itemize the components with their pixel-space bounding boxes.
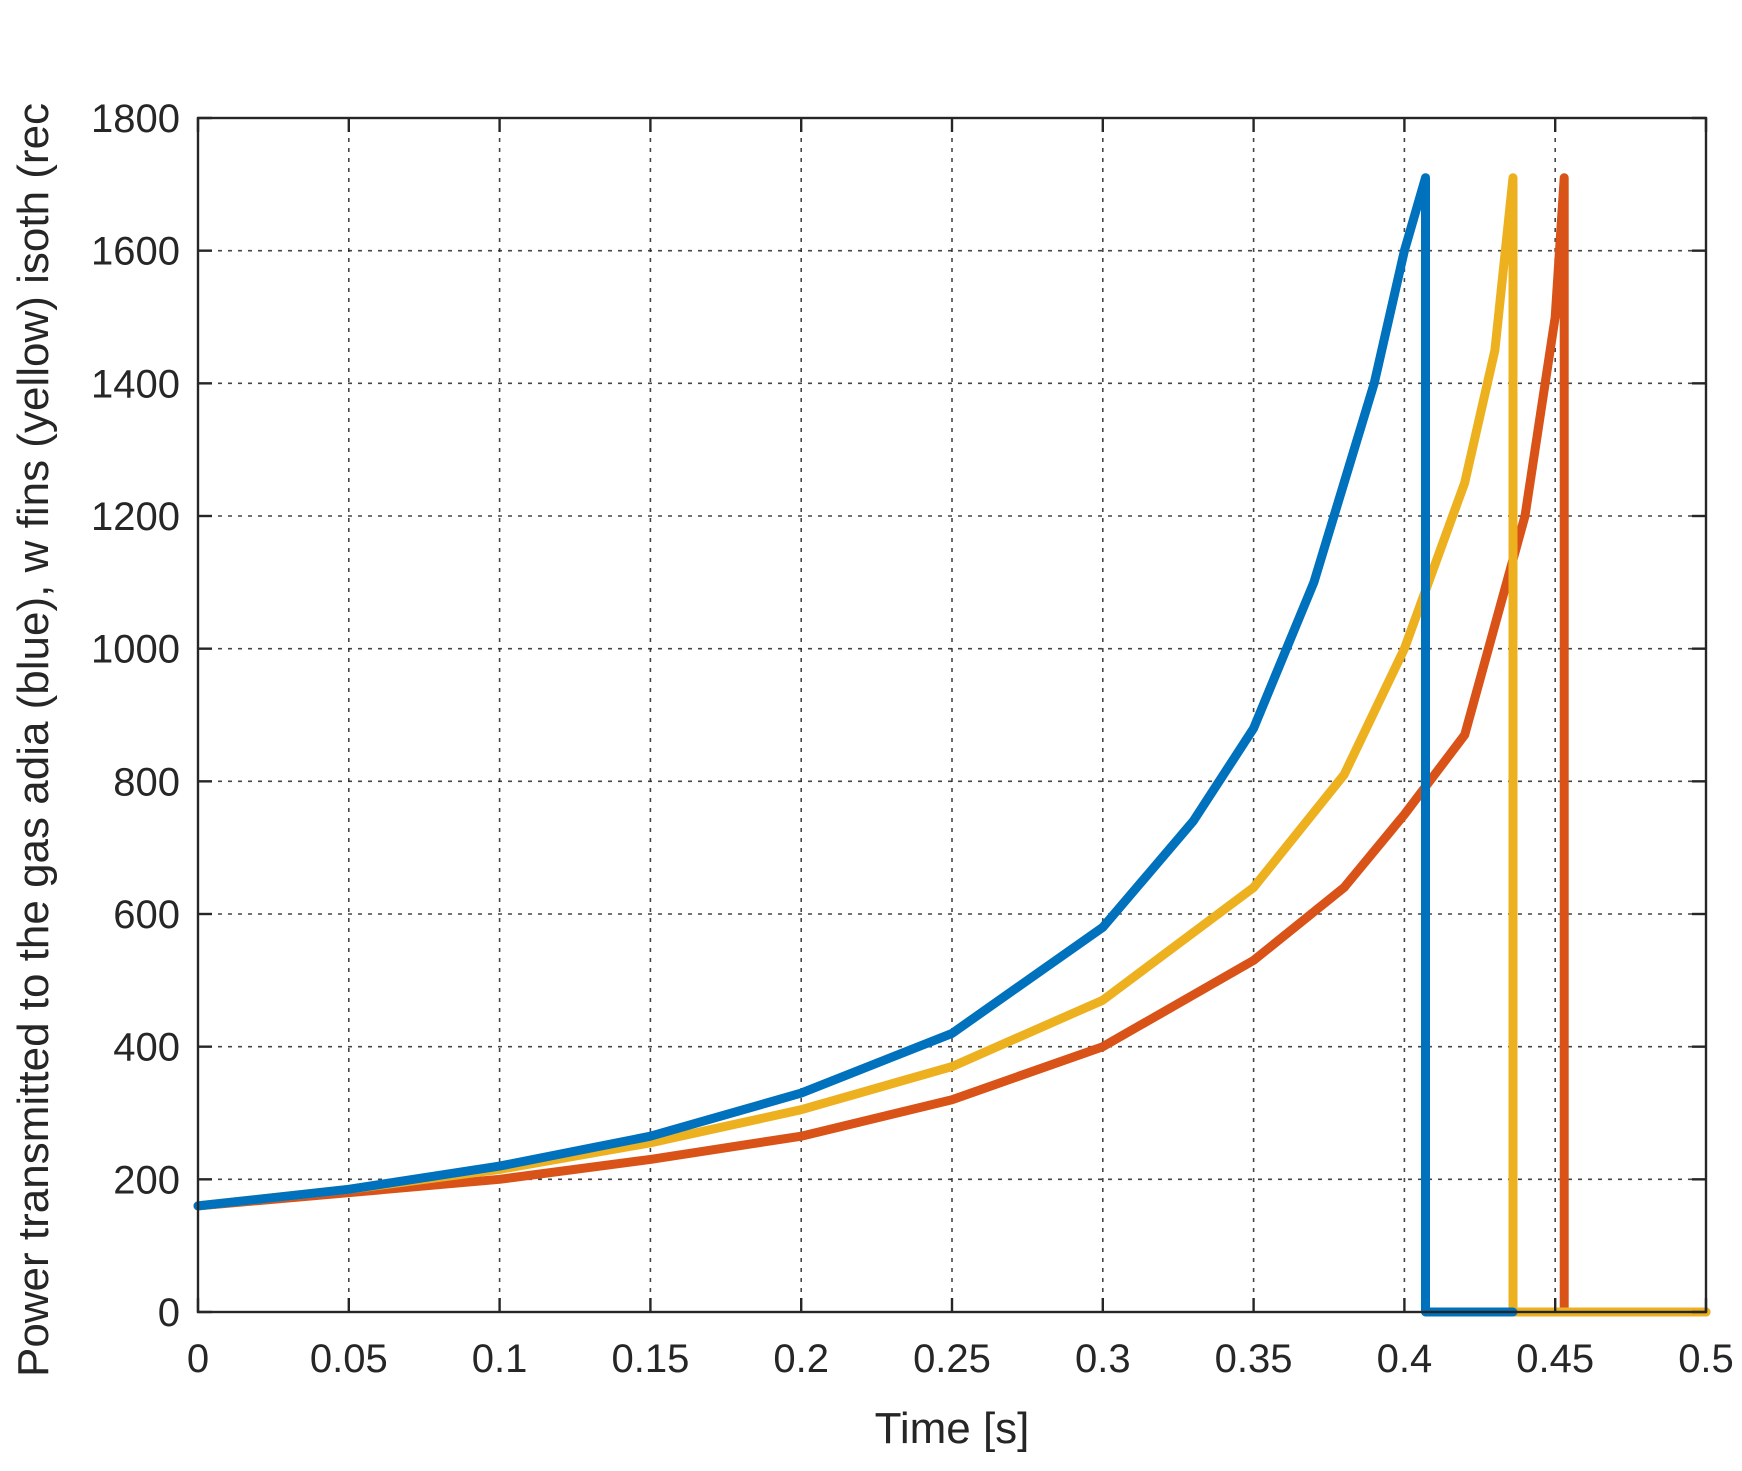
- x-tick-label: 0.05: [310, 1337, 388, 1381]
- x-tick-label: 0.25: [913, 1337, 991, 1381]
- y-tick-label: 1400: [91, 362, 180, 406]
- y-tick-label: 1200: [91, 495, 180, 539]
- x-tick-label: 0.3: [1075, 1337, 1131, 1381]
- grid: [198, 118, 1706, 1312]
- plot-frame: [196, 116, 1708, 1314]
- y-tick-labels: 0 200 400 600 800 1000 1200 1400 1600 1800: [91, 97, 180, 1335]
- y-tick-label: 0: [158, 1291, 180, 1335]
- x-tick-labels: 0 0.05 0.1 0.15 0.2 0.25 0.3 0.35 0.4 0.45 0.5: [187, 1337, 1734, 1381]
- x-axis-label: Time [s]: [875, 1404, 1030, 1453]
- x-tick-label: 0.1: [472, 1337, 528, 1381]
- x-tick-label: 0.2: [773, 1337, 829, 1381]
- x-tick-label: 0.45: [1516, 1337, 1594, 1381]
- x-tick-label: 0: [187, 1337, 209, 1381]
- y-tick-label: 1000: [91, 628, 180, 672]
- y-tick-label: 400: [113, 1026, 180, 1070]
- x-tick-label: 0.5: [1678, 1337, 1734, 1381]
- y-tick-label: 600: [113, 893, 180, 937]
- series-layer: [193, 173, 1711, 1317]
- x-tick-label: 0.15: [611, 1337, 689, 1381]
- y-tick-label: 1800: [91, 97, 180, 141]
- y-axis-label: Power transmitted to the gas adia (blue)…: [9, 103, 58, 1377]
- x-tick-label: 0.4: [1377, 1337, 1433, 1381]
- y-tick-label: 200: [113, 1158, 180, 1202]
- y-tick-label: 1600: [91, 230, 180, 274]
- y-tick-label: 800: [113, 760, 180, 804]
- x-tick-label: 0.35: [1215, 1337, 1293, 1381]
- series-line-1: [193, 173, 1711, 1317]
- ticks: [196, 116, 1708, 1314]
- series-line-3: [193, 173, 1518, 1317]
